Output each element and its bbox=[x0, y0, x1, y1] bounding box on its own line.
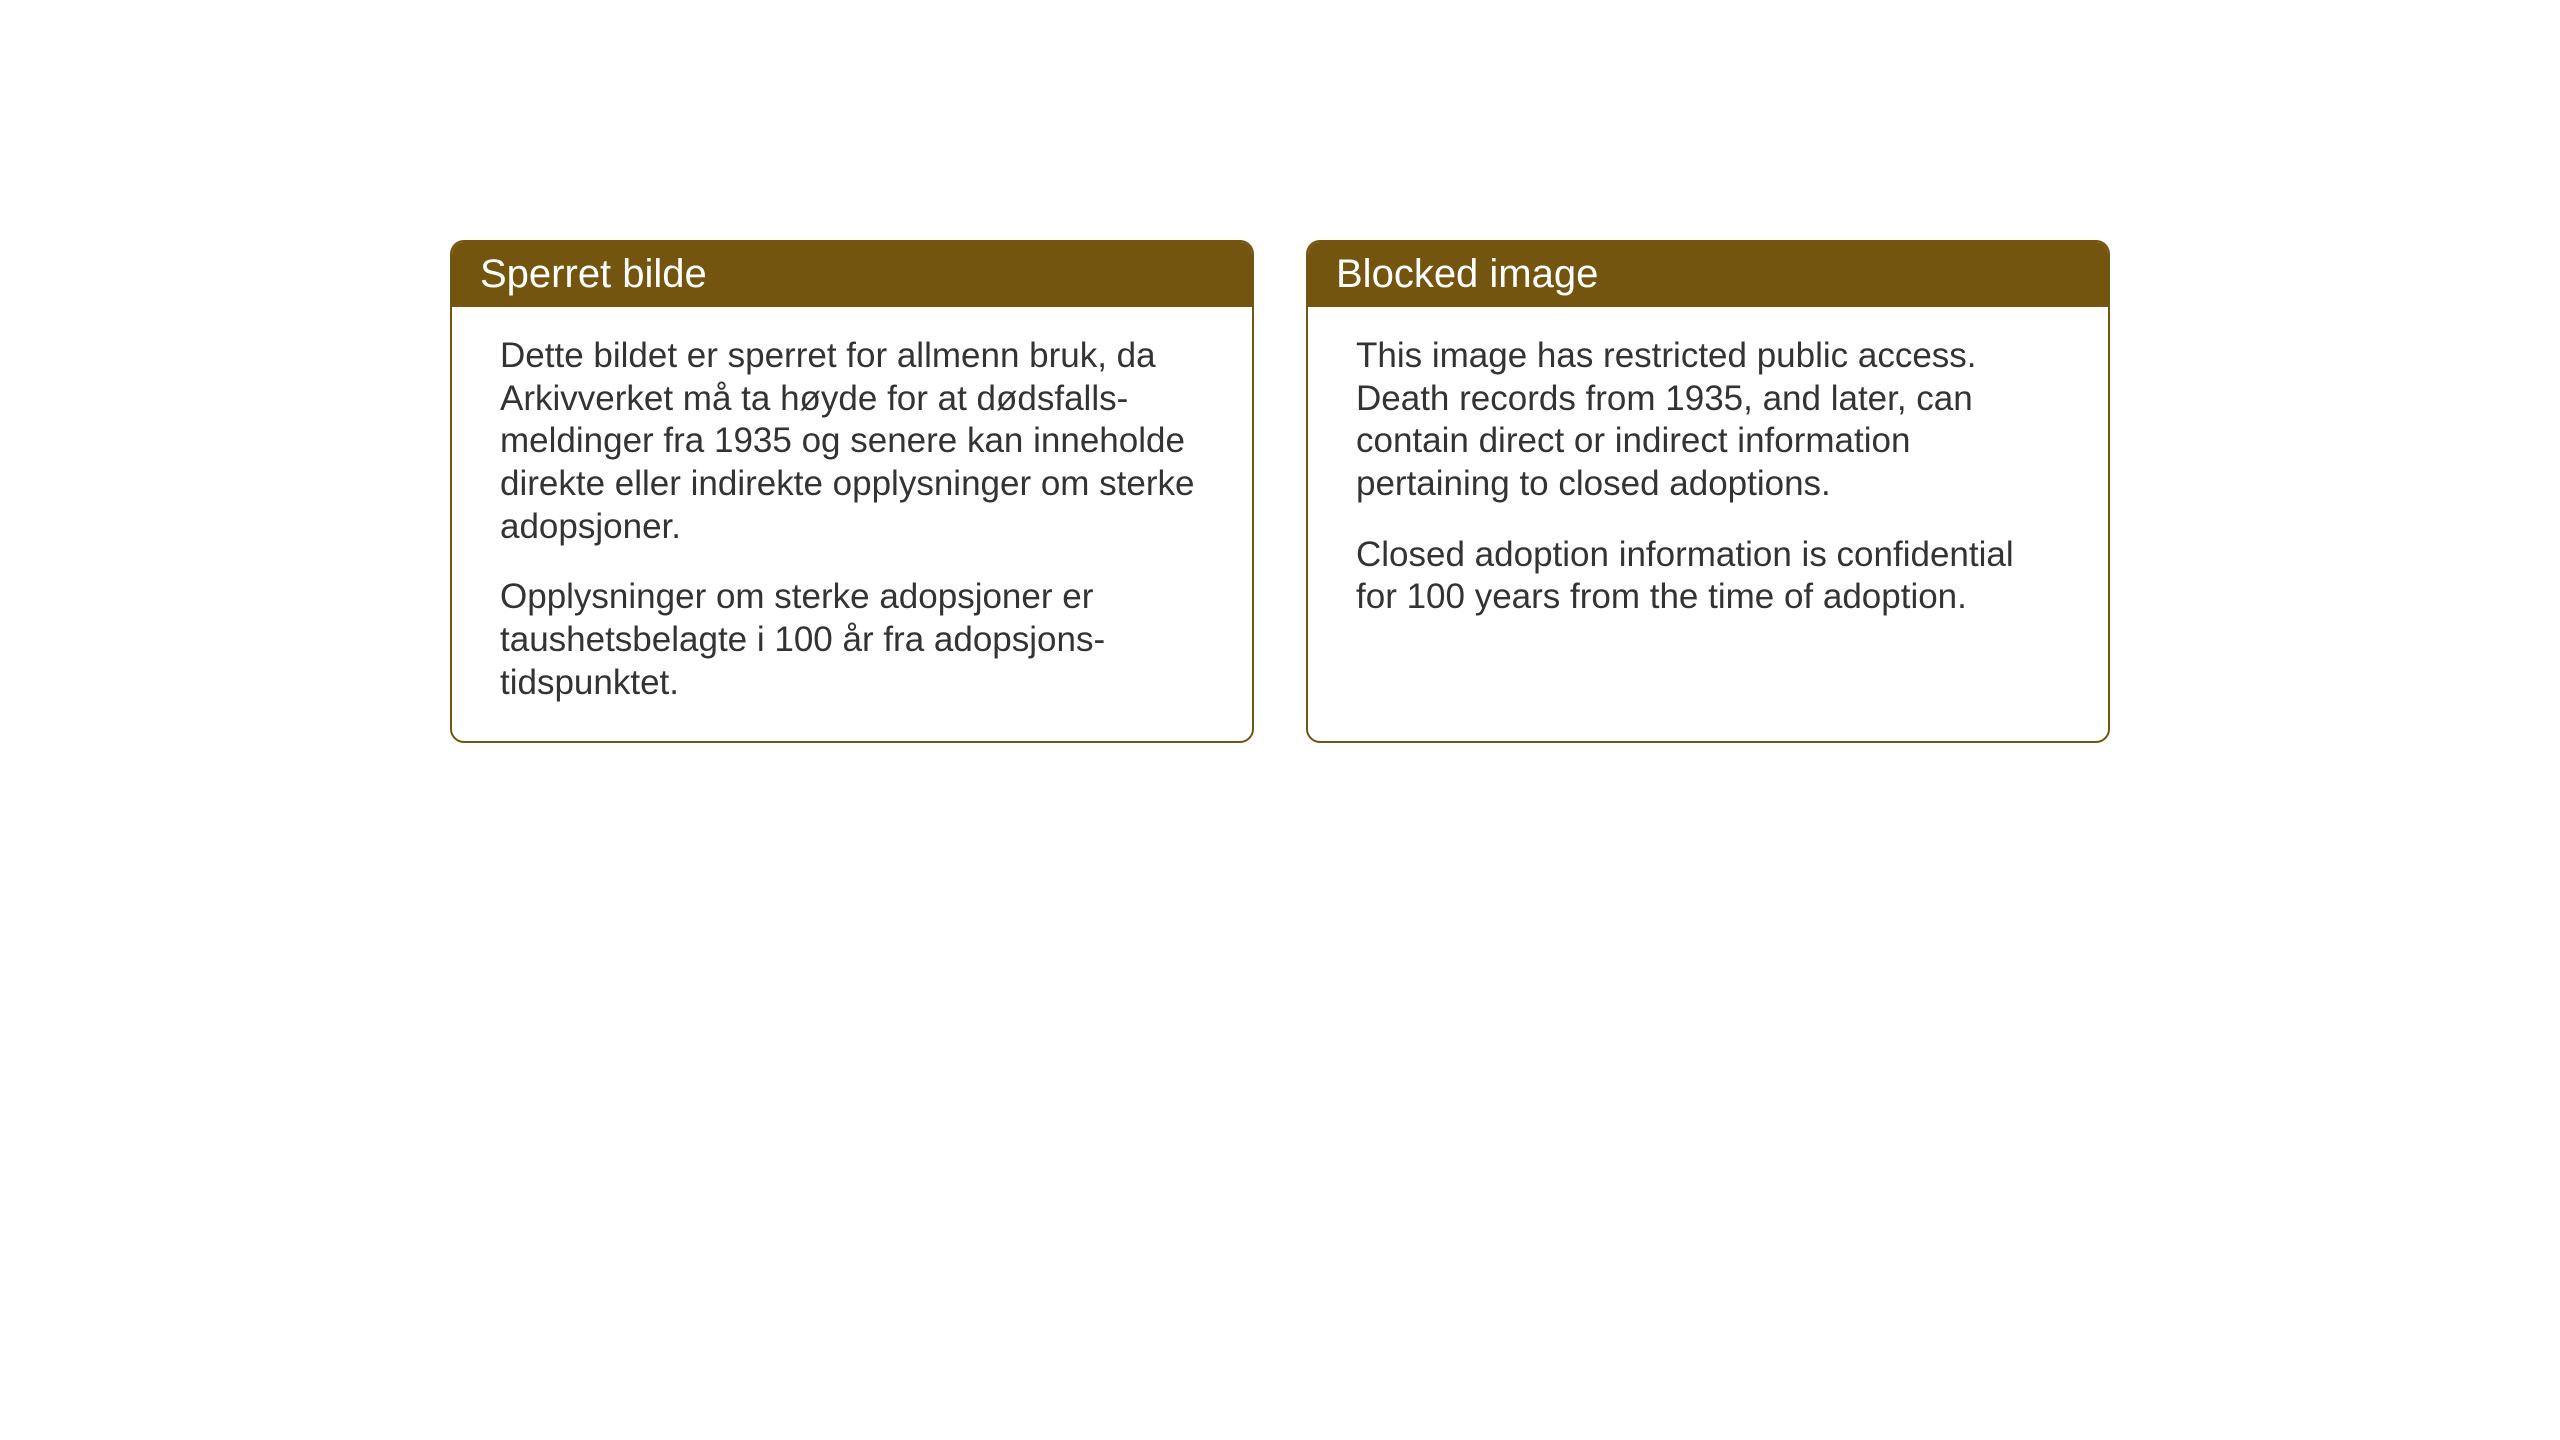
card-body-norwegian: Dette bildet er sperret for allmenn bruk… bbox=[452, 307, 1252, 741]
card-body-english: This image has restricted public access.… bbox=[1308, 307, 2108, 655]
card-header-norwegian: Sperret bilde bbox=[452, 242, 1252, 307]
notice-card-english: Blocked image This image has restricted … bbox=[1306, 240, 2110, 743]
card-paragraph: This image has restricted public access.… bbox=[1356, 335, 2060, 506]
card-header-english: Blocked image bbox=[1308, 242, 2108, 307]
card-paragraph: Dette bildet er sperret for allmenn bruk… bbox=[500, 335, 1204, 548]
notice-card-norwegian: Sperret bilde Dette bildet er sperret fo… bbox=[450, 240, 1254, 743]
card-paragraph: Closed adoption information is confident… bbox=[1356, 534, 2060, 619]
notice-cards-container: Sperret bilde Dette bildet er sperret fo… bbox=[450, 240, 2110, 743]
card-paragraph: Opplysninger om sterke adopsjoner er tau… bbox=[500, 576, 1204, 704]
